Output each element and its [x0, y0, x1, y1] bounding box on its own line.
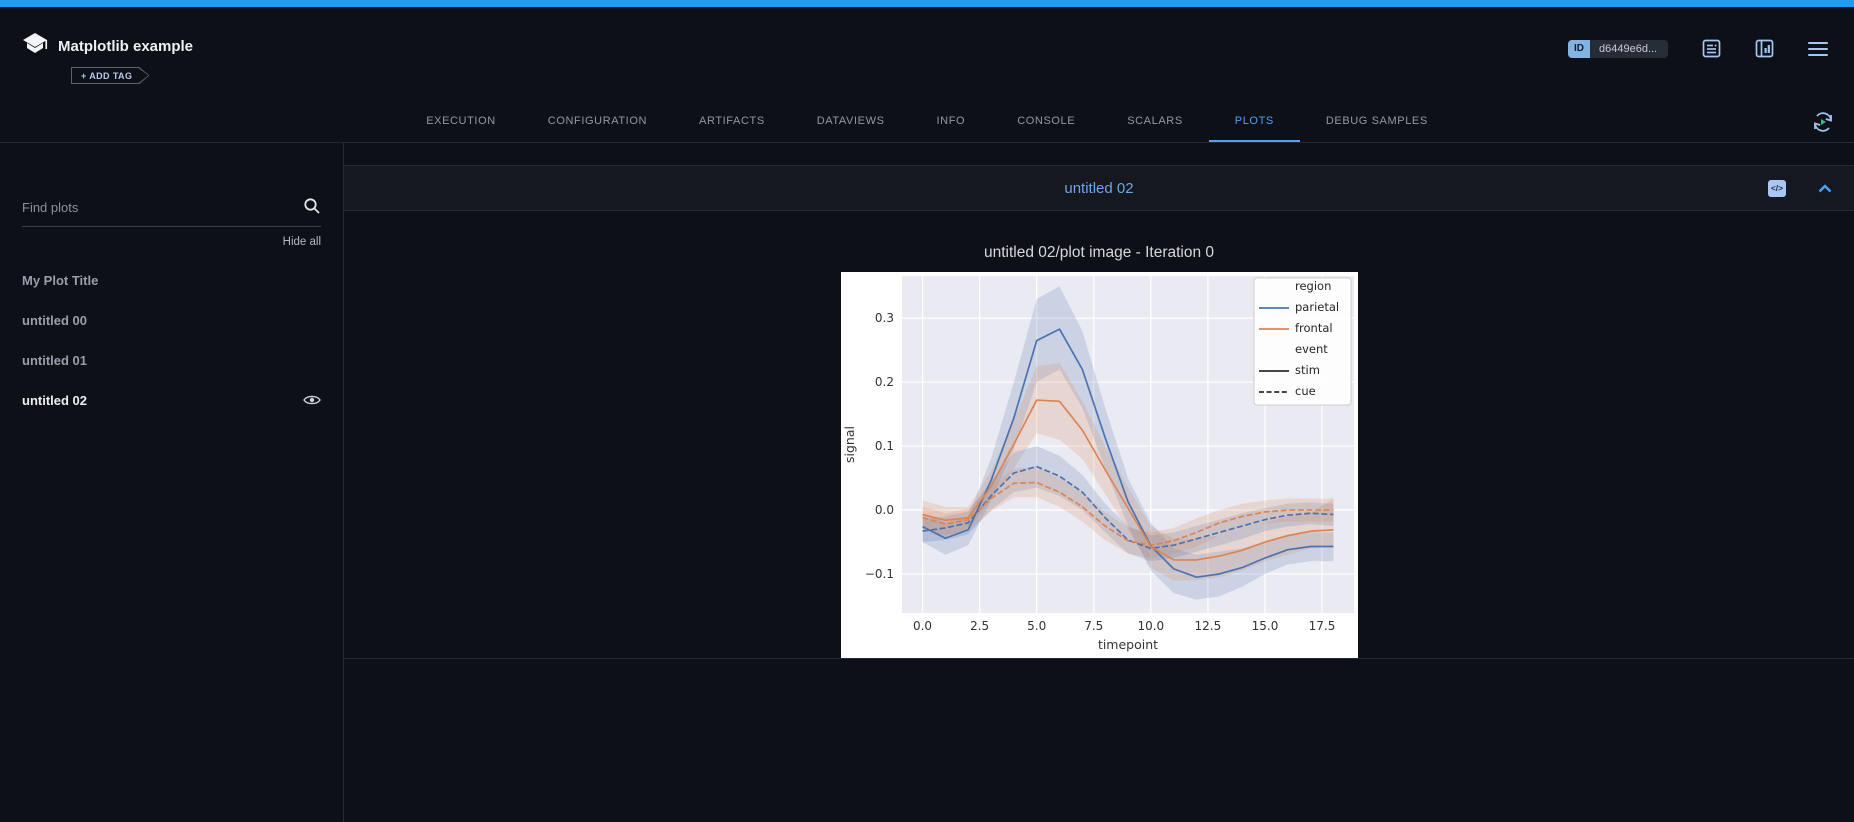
tab-configuration[interactable]: CONFIGURATION: [547, 115, 648, 127]
svg-text:0.0: 0.0: [874, 503, 893, 517]
experiment-header: Matplotlib example + ADD TAG ID d6449e6d…: [0, 7, 1854, 143]
plot-list-item-label: untitled 01: [22, 352, 88, 368]
svg-text:15.0: 15.0: [1251, 619, 1278, 633]
fmri-line-chart[interactable]: 0.0 2.5 5.0 7.5 10.0 12.5 15.0 17.5 −0.1 0.0 0.1 0.…: [840, 272, 1358, 658]
svg-text:signal: signal: [842, 426, 857, 463]
svg-text:region: region: [1295, 279, 1331, 293]
plot-section-title: untitled 02: [1064, 179, 1134, 197]
plot-list-item-label: untitled 02: [22, 392, 88, 408]
svg-text:0.2: 0.2: [874, 375, 893, 389]
id-value: d6449e6d...: [1590, 39, 1668, 58]
content-area: Hide all My Plot Title untitled 00 untitle…: [0, 143, 1854, 822]
svg-text:−0.1: −0.1: [864, 567, 893, 581]
search-icon[interactable]: [303, 197, 321, 220]
tab-bar: EXECUTION CONFIGURATION ARTIFACTS DATAVIEWS…: [0, 102, 1854, 142]
svg-text:stim: stim: [1295, 363, 1320, 377]
log-icon[interactable]: [1702, 39, 1721, 58]
plot-section-header: untitled 02 </>: [344, 165, 1854, 211]
section-divider: [344, 658, 1854, 659]
svg-text:0.0: 0.0: [912, 619, 931, 633]
tab-execution[interactable]: EXECUTION: [426, 115, 496, 127]
eye-icon[interactable]: [303, 394, 321, 406]
tab-scalars[interactable]: SCALARS: [1127, 115, 1183, 127]
svg-text:0.1: 0.1: [874, 439, 893, 453]
experiment-title: Matplotlib example: [58, 38, 194, 55]
experiment-id-chip[interactable]: ID d6449e6d...: [1568, 39, 1668, 58]
svg-text:5.0: 5.0: [1027, 619, 1046, 633]
header-actions: ID d6449e6d...: [1568, 39, 1828, 58]
svg-text:cue: cue: [1295, 384, 1316, 398]
plot-section-actions: </>: [1768, 166, 1832, 210]
plot-card: untitled 02/plot image - Iteration 0 0.0…: [840, 244, 1358, 658]
svg-text:event: event: [1295, 342, 1328, 356]
hide-all-link[interactable]: Hide all: [282, 236, 321, 248]
svg-text:17.5: 17.5: [1308, 619, 1335, 633]
plots-sidebar: Hide all My Plot Title untitled 00 untitle…: [0, 143, 344, 822]
plot-list: My Plot Title untitled 00 untitled 01 untit…: [0, 260, 343, 420]
svg-text:12.5: 12.5: [1194, 619, 1221, 633]
top-status-bar: [0, 0, 1854, 7]
plot-list-item-label: My Plot Title: [22, 272, 99, 288]
id-label: ID: [1568, 39, 1590, 58]
search-field: [22, 197, 321, 227]
plots-main-panel: untitled 02 </> untitled 02/plot image -…: [344, 143, 1854, 822]
tab-dataviews[interactable]: DATAVIEWS: [816, 115, 885, 127]
search-input[interactable]: [22, 200, 321, 215]
plot-list-item-label: untitled 00: [22, 312, 88, 328]
add-tag-label: + ADD TAG: [72, 68, 148, 83]
compare-panels-icon[interactable]: [1755, 39, 1774, 58]
tab-console[interactable]: CONSOLE: [1017, 115, 1076, 127]
svg-text:frontal: frontal: [1295, 321, 1333, 335]
chevron-up-icon[interactable]: [1818, 183, 1832, 193]
plot-list-item[interactable]: untitled 02: [0, 380, 343, 420]
menu-icon[interactable]: [1808, 41, 1828, 57]
svg-text:2.5: 2.5: [970, 619, 989, 633]
embed-code-icon[interactable]: </>: [1768, 179, 1786, 197]
svg-text:0.3: 0.3: [874, 311, 893, 325]
plot-list-item[interactable]: My Plot Title: [0, 260, 343, 300]
experiment-logo-icon: [22, 31, 49, 63]
svg-text:parietal: parietal: [1295, 300, 1339, 314]
plot-list-item[interactable]: untitled 01: [0, 340, 343, 380]
add-tag-button[interactable]: + ADD TAG: [71, 67, 149, 84]
plot-image-title: untitled 02/plot image - Iteration 0: [983, 244, 1215, 261]
tab-artifacts[interactable]: ARTIFACTS: [699, 115, 765, 127]
refresh-icon[interactable]: [1810, 109, 1836, 135]
svg-text:timepoint: timepoint: [1097, 637, 1157, 652]
tab-plots[interactable]: PLOTS: [1208, 104, 1300, 142]
plot-list-item[interactable]: untitled 00: [0, 300, 343, 340]
svg-text:7.5: 7.5: [1084, 619, 1103, 633]
svg-text:10.0: 10.0: [1137, 619, 1164, 633]
tab-info[interactable]: INFO: [936, 115, 966, 127]
tab-debug-samples[interactable]: DEBUG SAMPLES: [1325, 115, 1428, 127]
